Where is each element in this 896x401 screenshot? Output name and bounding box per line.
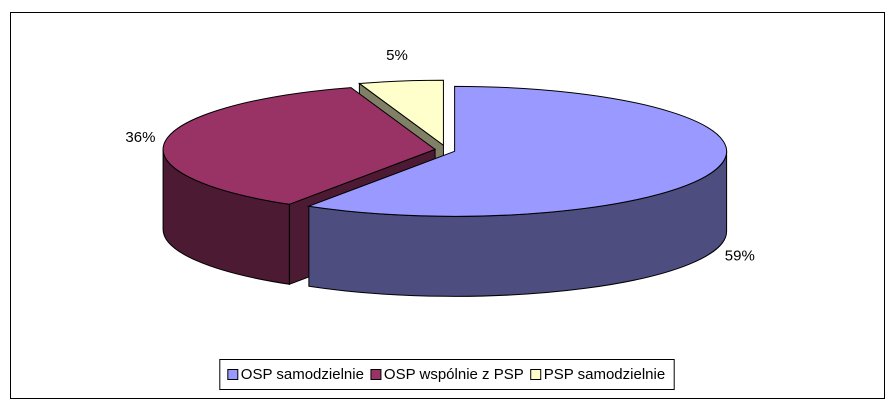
legend-swatch [227, 369, 239, 380]
legend-swatch [530, 369, 542, 380]
slice [162, 87, 437, 205]
pie [162, 79, 728, 297]
legend-swatch [370, 369, 382, 380]
data-label: 5% [386, 47, 408, 64]
data-label: 59% [725, 247, 755, 264]
legend-label: OSP samodzielnie [241, 366, 364, 383]
legend: OSP samodzielnie OSP wspólnie z PSP PSP sa… [219, 359, 675, 390]
slice [306, 85, 728, 217]
legend-label: PSP samodzielnie [544, 366, 665, 383]
legend-label: OSP wspólnie z PSP [384, 366, 524, 383]
data-label: 36% [125, 129, 155, 146]
legend-box [219, 359, 675, 390]
slice [358, 79, 444, 147]
